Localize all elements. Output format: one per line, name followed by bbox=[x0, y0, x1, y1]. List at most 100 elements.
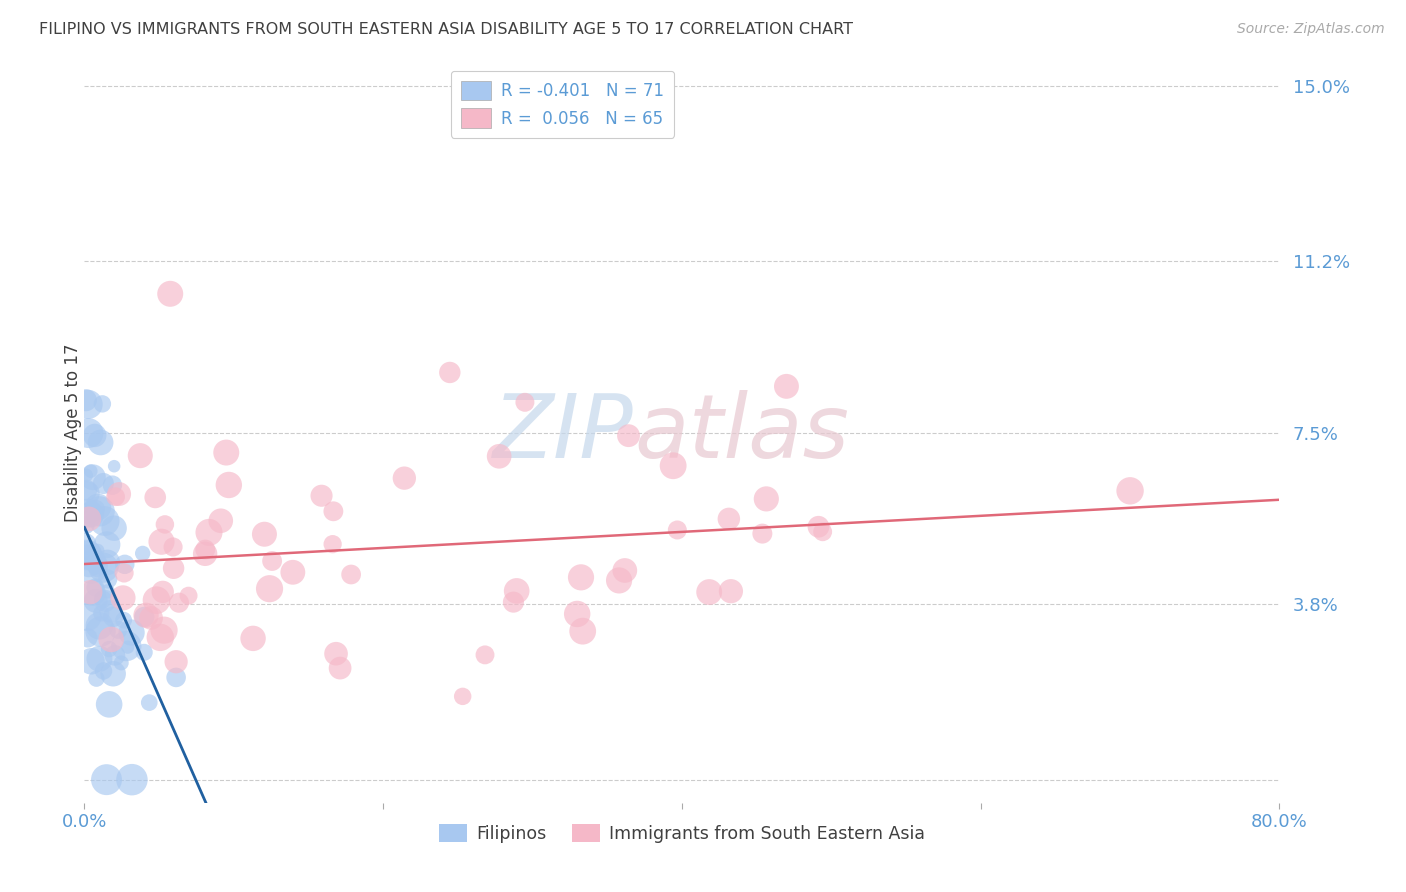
Point bbox=[571, 624, 593, 639]
Text: ZIP: ZIP bbox=[494, 390, 634, 475]
Point bbox=[76, 483, 98, 498]
Point bbox=[139, 611, 162, 625]
Point bbox=[93, 514, 115, 528]
Point bbox=[96, 538, 118, 552]
Point bbox=[80, 464, 103, 478]
Point bbox=[77, 631, 100, 645]
Legend: Filipinos, Immigrants from South Eastern Asia: Filipinos, Immigrants from South Eastern… bbox=[433, 817, 931, 850]
Point bbox=[138, 696, 160, 710]
Point bbox=[114, 558, 136, 572]
Point bbox=[84, 594, 107, 608]
Point bbox=[775, 379, 797, 393]
Point bbox=[98, 642, 121, 657]
Point bbox=[697, 585, 720, 599]
Point bbox=[135, 608, 157, 623]
Point bbox=[666, 523, 689, 537]
Point bbox=[101, 478, 124, 492]
Point bbox=[75, 468, 97, 483]
Point bbox=[90, 624, 112, 639]
Point bbox=[662, 458, 685, 473]
Point bbox=[1119, 483, 1142, 498]
Point bbox=[84, 502, 107, 516]
Point bbox=[755, 491, 778, 506]
Point bbox=[97, 584, 120, 599]
Point bbox=[340, 567, 363, 582]
Point bbox=[329, 661, 352, 675]
Point bbox=[165, 670, 187, 684]
Point bbox=[121, 772, 143, 787]
Point bbox=[131, 546, 153, 560]
Point bbox=[149, 631, 172, 645]
Point bbox=[150, 534, 173, 549]
Point bbox=[84, 581, 107, 595]
Point bbox=[103, 609, 125, 624]
Point bbox=[617, 428, 640, 442]
Point bbox=[198, 525, 221, 540]
Point bbox=[79, 509, 101, 524]
Point bbox=[82, 586, 104, 600]
Point bbox=[218, 478, 240, 492]
Point bbox=[153, 517, 176, 532]
Point bbox=[115, 639, 138, 653]
Point bbox=[100, 632, 122, 647]
Point bbox=[93, 476, 115, 491]
Text: atlas: atlas bbox=[634, 390, 849, 475]
Point bbox=[162, 540, 184, 554]
Point bbox=[96, 555, 118, 569]
Point bbox=[90, 606, 112, 620]
Point bbox=[488, 450, 510, 464]
Point bbox=[91, 397, 114, 411]
Point bbox=[80, 508, 103, 522]
Point bbox=[90, 435, 112, 450]
Point bbox=[80, 654, 103, 668]
Point bbox=[87, 500, 110, 514]
Point bbox=[108, 487, 131, 501]
Point bbox=[93, 560, 115, 574]
Point bbox=[83, 428, 105, 442]
Point bbox=[439, 366, 461, 380]
Point bbox=[152, 585, 174, 599]
Point bbox=[76, 506, 98, 520]
Point bbox=[325, 647, 347, 661]
Point bbox=[87, 543, 110, 558]
Point bbox=[145, 593, 167, 607]
Point bbox=[569, 570, 592, 584]
Point bbox=[502, 595, 524, 609]
Point bbox=[94, 594, 117, 608]
Point bbox=[75, 393, 97, 408]
Point bbox=[86, 563, 108, 577]
Point bbox=[311, 489, 333, 503]
Point bbox=[103, 459, 125, 474]
Point bbox=[77, 426, 100, 441]
Point bbox=[75, 537, 97, 551]
Point bbox=[751, 526, 773, 541]
Point bbox=[80, 560, 103, 574]
Point bbox=[143, 491, 166, 505]
Point bbox=[394, 471, 416, 485]
Point bbox=[101, 666, 124, 681]
Point bbox=[110, 656, 132, 670]
Point bbox=[107, 623, 129, 637]
Point bbox=[112, 566, 135, 580]
Point bbox=[100, 604, 122, 618]
Point bbox=[82, 470, 104, 484]
Point bbox=[177, 589, 200, 603]
Point bbox=[322, 537, 344, 551]
Point bbox=[165, 655, 187, 669]
Point bbox=[215, 445, 238, 459]
Y-axis label: Disability Age 5 to 17: Disability Age 5 to 17 bbox=[65, 343, 82, 522]
Point bbox=[103, 521, 125, 535]
Point bbox=[513, 395, 536, 409]
Point bbox=[86, 557, 108, 571]
Point bbox=[75, 518, 97, 533]
Point bbox=[104, 490, 127, 504]
Point bbox=[159, 286, 181, 301]
Text: FILIPINO VS IMMIGRANTS FROM SOUTH EASTERN ASIA DISABILITY AGE 5 TO 17 CORRELATIO: FILIPINO VS IMMIGRANTS FROM SOUTH EASTER… bbox=[39, 22, 853, 37]
Point bbox=[613, 564, 636, 578]
Point bbox=[162, 561, 184, 575]
Point bbox=[134, 610, 156, 624]
Point bbox=[153, 623, 176, 637]
Point bbox=[77, 548, 100, 562]
Point bbox=[91, 592, 114, 607]
Point bbox=[89, 652, 111, 666]
